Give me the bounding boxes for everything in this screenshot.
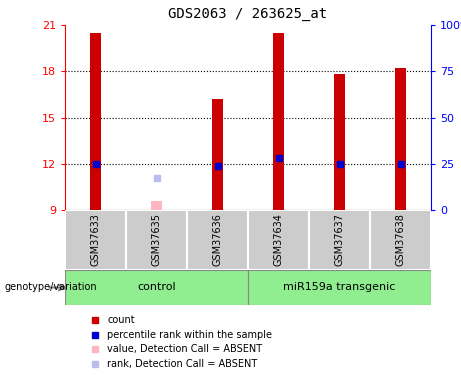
Text: GSM37638: GSM37638 xyxy=(396,213,406,266)
Text: GSM37637: GSM37637 xyxy=(335,213,344,266)
Bar xyxy=(309,210,370,270)
Bar xyxy=(212,99,223,210)
Bar xyxy=(248,270,431,305)
Text: value, Detection Call = ABSENT: value, Detection Call = ABSENT xyxy=(107,344,262,354)
Text: miR159a transgenic: miR159a transgenic xyxy=(284,282,396,292)
Bar xyxy=(65,270,248,305)
Title: GDS2063 / 263625_at: GDS2063 / 263625_at xyxy=(168,7,328,21)
Bar xyxy=(334,74,345,210)
Bar xyxy=(395,68,406,210)
Text: GSM37636: GSM37636 xyxy=(213,213,223,266)
Bar xyxy=(370,210,431,270)
Bar xyxy=(151,201,162,210)
Bar xyxy=(90,33,101,210)
Bar xyxy=(65,210,126,270)
Bar xyxy=(187,210,248,270)
Text: GSM37634: GSM37634 xyxy=(273,213,284,266)
Bar xyxy=(248,210,309,270)
Bar xyxy=(273,33,284,210)
Bar xyxy=(126,210,187,270)
Text: rank, Detection Call = ABSENT: rank, Detection Call = ABSENT xyxy=(107,359,258,369)
Text: GSM37635: GSM37635 xyxy=(152,213,161,266)
Text: genotype/variation: genotype/variation xyxy=(5,282,97,292)
Text: count: count xyxy=(107,315,135,325)
Text: control: control xyxy=(137,282,176,292)
Text: percentile rank within the sample: percentile rank within the sample xyxy=(107,330,272,339)
Text: GSM37633: GSM37633 xyxy=(90,213,100,266)
